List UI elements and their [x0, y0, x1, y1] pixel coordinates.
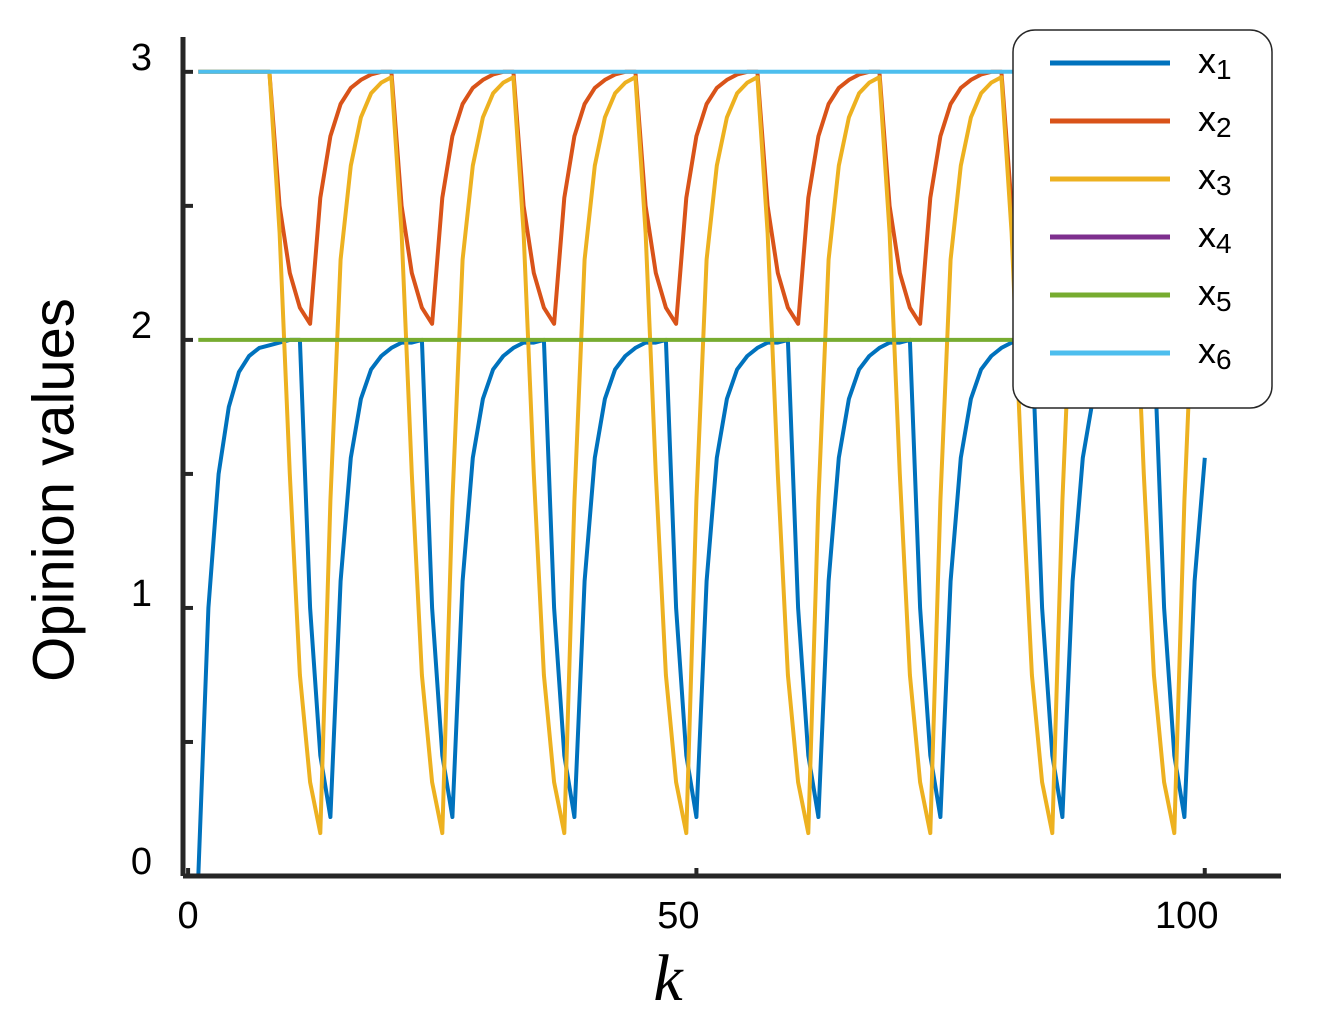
series-line — [198, 69, 1207, 836]
legend-label: x6 — [1198, 330, 1232, 376]
legend-label: x5 — [1198, 272, 1232, 318]
y-tick-label: 3 — [131, 37, 152, 79]
x-tick-label: 50 — [657, 895, 699, 937]
y-axis-label: Opinion values — [21, 298, 86, 682]
y-tick-label: 1 — [131, 573, 152, 615]
legend-box — [1012, 29, 1273, 409]
x-tick-label: 100 — [1155, 895, 1218, 937]
legend-label: x3 — [1198, 156, 1232, 202]
y-tick-label: 2 — [131, 305, 152, 347]
legend-label: x4 — [1198, 214, 1232, 260]
y-tick-label: 0 — [131, 841, 152, 883]
x-tick-label: 0 — [178, 895, 199, 937]
legend-label: x2 — [1198, 98, 1232, 144]
series-line — [196, 337, 1207, 877]
x-axis-label: k — [653, 942, 684, 1015]
legend-label: x1 — [1198, 40, 1232, 86]
